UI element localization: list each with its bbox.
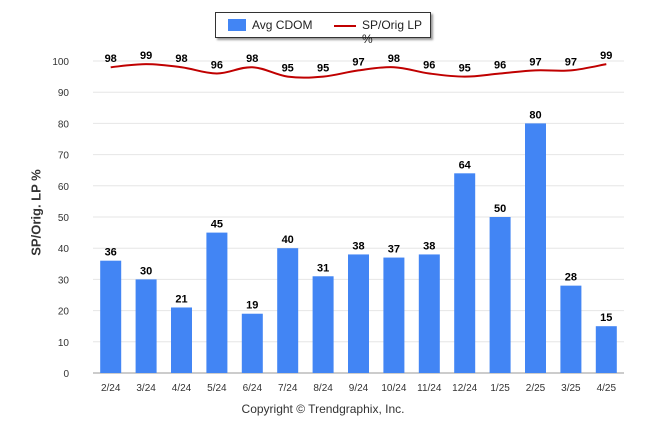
x-tick-label: 12/24 [452, 383, 477, 394]
x-tick-label: 3/24 [136, 383, 156, 394]
line-series [110, 63, 607, 79]
line-data-label: 96 [423, 59, 435, 71]
x-tick-label: 10/24 [381, 383, 406, 394]
bar [277, 248, 299, 373]
y-tick-label: 50 [58, 213, 70, 224]
bar [171, 307, 192, 373]
bar-data-label: 28 [565, 272, 577, 284]
bar [454, 173, 476, 373]
y-tick-label: 60 [58, 182, 70, 193]
y-tick-label: 80 [58, 119, 70, 130]
bar [595, 326, 617, 373]
bar [206, 232, 228, 373]
bar [348, 254, 369, 373]
bar-data-label: 19 [246, 300, 258, 312]
bar-data-label: 40 [282, 234, 294, 246]
bar [100, 260, 122, 373]
bar [135, 279, 157, 373]
y-axis-title: SP/Orig. LP % [28, 169, 44, 256]
line-data-label: 97 [352, 56, 364, 68]
bar [418, 254, 440, 373]
bars [100, 123, 617, 374]
x-tick-label: 2/24 [101, 383, 121, 394]
y-tick-label: 0 [63, 369, 69, 380]
bar [489, 217, 511, 373]
x-tick-label: 7/24 [278, 383, 298, 394]
bar-data-label: 30 [140, 265, 152, 277]
line-data-label: 95 [459, 63, 471, 75]
y-tick-label: 100 [52, 57, 69, 68]
x-tick-label: 5/24 [207, 383, 227, 394]
line-data-label: 98 [175, 53, 187, 65]
bar-data-label: 38 [423, 240, 435, 252]
line-labels: 98 99 98 96 98 95 95 97 98 96 95 96 97 97 99 [105, 50, 613, 74]
line-data-label: 95 [317, 63, 329, 75]
bar [560, 285, 582, 373]
bar-data-label: 50 [494, 203, 506, 215]
legend-line-swatch [334, 25, 356, 27]
line-data-label: 98 [388, 53, 400, 65]
bar [312, 276, 334, 373]
line-data-label: 99 [600, 50, 612, 62]
line-data-label: 95 [282, 63, 294, 75]
legend-line-label: SP/Orig LP % [362, 18, 422, 46]
y-axis-ticks: 0 10 20 30 40 50 60 70 80 90 100 [52, 57, 69, 380]
bar-data-label: 45 [211, 219, 223, 231]
x-tick-label: 9/24 [349, 383, 369, 394]
line-data-label: 98 [246, 53, 258, 65]
y-tick-label: 70 [58, 151, 70, 162]
legend-bar-swatch [228, 19, 246, 31]
bar-labels: 36 30 21 45 19 40 31 38 37 38 64 50 80 28 15 [105, 109, 613, 324]
bar-data-label: 15 [600, 312, 612, 324]
x-tick-label: 4/25 [597, 383, 617, 394]
bar [383, 257, 405, 373]
line-data-label: 96 [494, 59, 506, 71]
bar-data-label: 36 [105, 247, 117, 259]
x-tick-label: 1/25 [490, 383, 510, 394]
bar-data-label: 38 [352, 240, 364, 252]
legend: Avg CDOM SP/Orig LP % [215, 12, 431, 46]
bar-data-label: 64 [459, 159, 472, 171]
bar [525, 123, 546, 374]
x-axis-ticks: 2/24 3/24 4/24 5/24 6/24 7/24 8/24 9/24 10/24 11/… [101, 383, 617, 394]
line-data-label: 99 [140, 50, 152, 62]
line-data-label: 97 [529, 56, 541, 68]
bar-data-label: 37 [388, 244, 400, 256]
y-tick-label: 30 [58, 275, 70, 286]
line-data-label: 96 [211, 59, 223, 71]
x-tick-label: 4/24 [172, 383, 192, 394]
x-tick-label: 2/25 [526, 383, 546, 394]
bar [241, 313, 263, 373]
bar-data-label: 21 [175, 293, 187, 305]
x-tick-label: 6/24 [243, 383, 263, 394]
line-data-label: 98 [105, 53, 117, 65]
bar-data-label: 31 [317, 262, 329, 274]
copyright-credit: Copyright © Trendgraphix, Inc. [241, 402, 405, 416]
line-data-label: 97 [565, 56, 577, 68]
y-tick-label: 40 [58, 244, 70, 255]
x-tick-label: 3/25 [561, 383, 581, 394]
line-path [110, 63, 607, 79]
y-tick-label: 20 [58, 307, 70, 318]
y-tick-label: 90 [58, 88, 70, 99]
x-tick-label: 8/24 [313, 383, 333, 394]
x-tick-label: 11/24 [417, 383, 442, 394]
y-tick-label: 10 [58, 338, 70, 349]
legend-bar-label: Avg CDOM [252, 18, 313, 32]
bar-data-label: 80 [529, 109, 541, 121]
